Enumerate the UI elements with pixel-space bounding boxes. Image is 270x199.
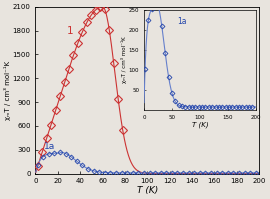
X-axis label: T (K): T (K) [137,186,158,195]
Text: 1: 1 [67,26,73,36]
Text: 1a: 1a [44,142,56,151]
Y-axis label: χₘT / cm³ mol⁻¹K: χₘT / cm³ mol⁻¹K [4,60,11,120]
